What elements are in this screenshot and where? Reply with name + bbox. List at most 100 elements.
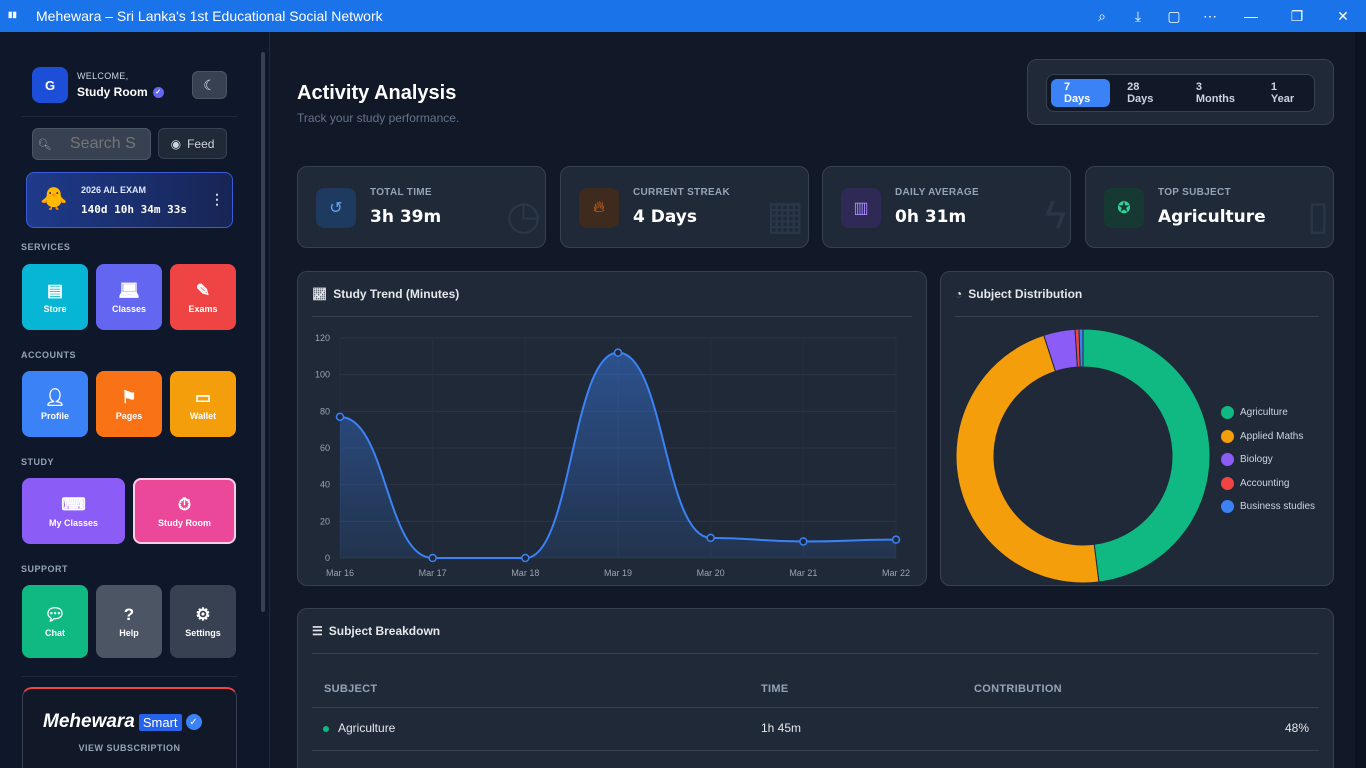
verified-icon: ✓ bbox=[152, 86, 164, 98]
tile-chat[interactable]: 💬︎ Chat bbox=[22, 585, 88, 658]
tile-study-room[interactable]: ⏱︎ Study Room bbox=[133, 478, 236, 544]
stat-total-time: ↺ TOTAL TIME 3h 39m ◷ bbox=[297, 166, 546, 248]
tile-pages[interactable]: ⚑ Pages bbox=[96, 371, 162, 437]
trend-line bbox=[339, 351, 897, 560]
exam-title: 2026 A/L EXAM bbox=[81, 185, 147, 195]
minimize-button[interactable]: — bbox=[1244, 8, 1258, 24]
search-icon: 🔍︎ bbox=[37, 138, 52, 151]
x-tick-label: Mar 21 bbox=[789, 568, 817, 578]
row-subject: Agriculture bbox=[338, 721, 396, 735]
trend-point bbox=[428, 553, 437, 563]
tile-help[interactable]: ? Help bbox=[96, 585, 162, 658]
feed-button[interactable]: ◉ Feed bbox=[158, 128, 227, 159]
restore-button[interactable]: ❐ bbox=[1290, 7, 1304, 24]
range-1-year[interactable]: 1 Year bbox=[1270, 81, 1295, 105]
card-divider bbox=[312, 653, 1319, 654]
trend-point bbox=[706, 533, 715, 543]
subject-color-dot bbox=[323, 726, 329, 732]
trend-point bbox=[335, 412, 345, 422]
page-subtitle: Track your study performance. bbox=[297, 111, 460, 125]
legend-label: Business studies bbox=[1240, 501, 1316, 513]
section-accounts: ACCOUNTS bbox=[21, 350, 76, 360]
book-icon: ▯ bbox=[1306, 194, 1329, 238]
range-3-months[interactable]: 3 Months bbox=[1195, 81, 1235, 105]
x-tick-label: Mar 16 bbox=[326, 568, 354, 578]
exam-countdown-card[interactable]: 🐥 2026 A/L EXAM 140d 10h 34m 33s ⋮ bbox=[26, 172, 233, 228]
cast-icon[interactable]: ▢ bbox=[1167, 7, 1181, 24]
stat-value: 3h 39m bbox=[370, 207, 442, 227]
range-7-days[interactable]: 7 Days bbox=[1051, 79, 1111, 107]
chat-icon: 💬︎ bbox=[44, 605, 66, 624]
search-input[interactable] bbox=[70, 135, 150, 153]
sidebar-scrollbar[interactable] bbox=[259, 40, 267, 765]
code-laptop-icon: ⌨ bbox=[61, 494, 86, 514]
legend-swatch bbox=[1221, 429, 1234, 443]
row-contribution: 48% bbox=[1284, 721, 1309, 735]
donut-slice bbox=[1082, 328, 1211, 583]
user-icon: 👤︎ bbox=[44, 387, 66, 407]
zoom-icon[interactable]: ⌕ bbox=[1098, 7, 1106, 24]
theme-toggle-button[interactable]: ☾ bbox=[192, 71, 227, 99]
calendar-check-icon: ▦ bbox=[766, 194, 804, 238]
main-scrollbar[interactable] bbox=[1355, 32, 1366, 768]
legend-item[interactable]: Business studies bbox=[1221, 495, 1315, 519]
legend-label: Agriculture bbox=[1240, 407, 1288, 419]
tile-settings[interactable]: ⚙ Settings bbox=[170, 585, 236, 658]
column-header-contribution[interactable]: CONTRIBUTION bbox=[974, 683, 1062, 695]
legend-item[interactable]: Accounting bbox=[1221, 472, 1315, 496]
subscription-card[interactable]: Mehewara Smart ✓ VIEW SUBSCRIPTION bbox=[22, 687, 237, 768]
tile-my-classes[interactable]: ⌨ My Classes bbox=[22, 478, 125, 544]
subject-distribution-card: ◔ Subject Distribution Agriculture Applie… bbox=[940, 271, 1334, 586]
tile-classes[interactable]: 💻︎ Classes bbox=[96, 264, 162, 330]
x-tick-label: Mar 17 bbox=[419, 568, 447, 578]
tile-store[interactable]: ▤ Store bbox=[22, 264, 88, 330]
tile-profile[interactable]: 👤︎ Profile bbox=[22, 371, 88, 437]
legend-item[interactable]: Biology bbox=[1221, 448, 1315, 472]
x-tick-label: Mar 18 bbox=[511, 568, 539, 578]
legend-swatch bbox=[1221, 500, 1234, 514]
y-tick-label: 60 bbox=[320, 443, 330, 453]
tile-label: Store bbox=[43, 303, 67, 314]
exam-countdown: 140d 10h 34m 33s bbox=[81, 203, 187, 216]
legend-swatch bbox=[1221, 476, 1234, 490]
history-icon: ↺ bbox=[316, 188, 356, 228]
card-title: Study Trend (Minutes) bbox=[333, 287, 460, 301]
tile-label: My Classes bbox=[48, 517, 99, 528]
card-title: Subject Breakdown bbox=[328, 624, 441, 638]
column-header-subject[interactable]: SUBJECT bbox=[324, 683, 378, 695]
stat-top-subject: ✪ TOP SUBJECT Agriculture ▯ bbox=[1085, 166, 1334, 248]
x-tick-label: Mar 20 bbox=[697, 568, 725, 578]
verified-icon: ✓ bbox=[185, 714, 202, 730]
row-time: 1h 45m bbox=[761, 721, 802, 735]
y-tick-label: 100 bbox=[315, 370, 330, 380]
range-selector-box: 7 Days 28 Days 3 Months 1 Year bbox=[1027, 59, 1334, 125]
range-28-days[interactable]: 28 Days bbox=[1127, 81, 1154, 105]
legend-item[interactable]: Applied Maths bbox=[1221, 425, 1315, 449]
stat-value: 0h 31m bbox=[895, 207, 967, 227]
close-button[interactable]: ✕ bbox=[1337, 7, 1349, 24]
more-options-icon[interactable]: ⋯ bbox=[1203, 7, 1217, 24]
legend-label: Accounting bbox=[1240, 477, 1290, 489]
stat-label: CURRENT STREAK bbox=[633, 187, 730, 198]
sidebar: G WELCOME, Study Room ✓ ☾ 🔍︎ ◉ Feed 🐥 20… bbox=[0, 32, 270, 768]
donut-slice bbox=[1078, 328, 1084, 368]
user-name: Study Room bbox=[77, 85, 148, 99]
view-subscription-link[interactable]: VIEW SUBSCRIPTION bbox=[78, 743, 181, 753]
app-icon: ▮▮ bbox=[8, 10, 17, 19]
y-tick-label: 40 bbox=[320, 480, 330, 490]
legend-item[interactable]: Agriculture bbox=[1221, 401, 1315, 425]
y-tick-label: 120 bbox=[315, 333, 330, 343]
trend-point bbox=[521, 553, 530, 563]
y-tick-label: 80 bbox=[320, 406, 330, 416]
stat-value: 4 Days bbox=[633, 207, 698, 227]
legend-swatch bbox=[1221, 453, 1234, 467]
search-field[interactable]: 🔍︎ bbox=[32, 128, 151, 160]
tile-wallet[interactable]: ▭ Wallet bbox=[170, 371, 236, 437]
download-icon[interactable]: ⤓ bbox=[1134, 7, 1142, 24]
legend-swatch bbox=[1221, 406, 1234, 420]
divider bbox=[21, 116, 237, 117]
more-vertical-icon[interactable]: ⋮ bbox=[210, 191, 224, 207]
tile-exams[interactable]: ✎ Exams bbox=[170, 264, 236, 330]
study-trend-card: 📈︎ Study Trend (Minutes) 0 20 40 60 80 100 120… bbox=[297, 271, 927, 586]
column-header-time[interactable]: TIME bbox=[761, 683, 789, 695]
